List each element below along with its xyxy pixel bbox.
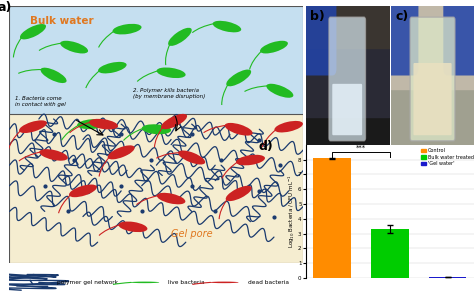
Text: Gel pore: Gel pore	[171, 230, 213, 239]
Bar	[371, 229, 409, 278]
Ellipse shape	[98, 62, 127, 73]
Ellipse shape	[226, 186, 252, 201]
Ellipse shape	[77, 119, 106, 129]
Ellipse shape	[236, 155, 265, 165]
Bar	[429, 277, 466, 278]
Ellipse shape	[226, 69, 251, 86]
Ellipse shape	[130, 281, 159, 283]
FancyBboxPatch shape	[413, 63, 452, 135]
Text: Bulk water: Bulk water	[30, 16, 94, 26]
Ellipse shape	[41, 68, 66, 83]
Text: polymer gel network: polymer gel network	[56, 280, 118, 285]
Ellipse shape	[112, 24, 142, 34]
Ellipse shape	[39, 149, 68, 161]
Text: c): c)	[395, 10, 409, 23]
Ellipse shape	[60, 41, 88, 53]
Text: b): b)	[310, 10, 325, 23]
Ellipse shape	[260, 41, 288, 53]
Ellipse shape	[108, 145, 135, 159]
Ellipse shape	[210, 281, 239, 283]
Ellipse shape	[178, 150, 205, 165]
Ellipse shape	[20, 24, 46, 39]
Ellipse shape	[89, 119, 118, 130]
Ellipse shape	[69, 185, 97, 197]
Ellipse shape	[118, 221, 147, 232]
Ellipse shape	[225, 123, 253, 136]
Text: a): a)	[0, 1, 12, 14]
Ellipse shape	[213, 21, 241, 32]
Text: live bacteria: live bacteria	[168, 280, 205, 285]
Text: dead bacteria: dead bacteria	[247, 280, 289, 285]
Y-axis label: Log$_{10}$ Bacteria / CFU mL$^{-1}$: Log$_{10}$ Bacteria / CFU mL$^{-1}$	[286, 175, 297, 248]
Ellipse shape	[161, 114, 187, 129]
FancyBboxPatch shape	[329, 17, 365, 141]
Text: 2. Polymer kills bacteria
(by membrane disruption): 2. Polymer kills bacteria (by membrane d…	[133, 88, 205, 99]
Text: 1. Bacteria come
in contact with gel: 1. Bacteria come in contact with gel	[15, 96, 66, 107]
Ellipse shape	[274, 121, 303, 133]
FancyBboxPatch shape	[387, 0, 419, 76]
Ellipse shape	[142, 124, 171, 134]
Ellipse shape	[157, 193, 185, 204]
Text: d): d)	[259, 140, 273, 153]
FancyBboxPatch shape	[332, 84, 362, 135]
Ellipse shape	[266, 84, 293, 98]
FancyBboxPatch shape	[9, 114, 303, 263]
Bar	[313, 158, 351, 278]
Text: ***: ***	[356, 145, 366, 151]
FancyBboxPatch shape	[9, 6, 303, 155]
FancyBboxPatch shape	[301, 0, 337, 76]
Ellipse shape	[19, 120, 47, 133]
Ellipse shape	[168, 28, 192, 46]
Ellipse shape	[156, 67, 186, 78]
FancyBboxPatch shape	[443, 0, 474, 76]
FancyBboxPatch shape	[410, 17, 455, 141]
Legend: Control, Bulk water treated, 'Gel water': Control, Bulk water treated, 'Gel water'	[420, 147, 474, 167]
